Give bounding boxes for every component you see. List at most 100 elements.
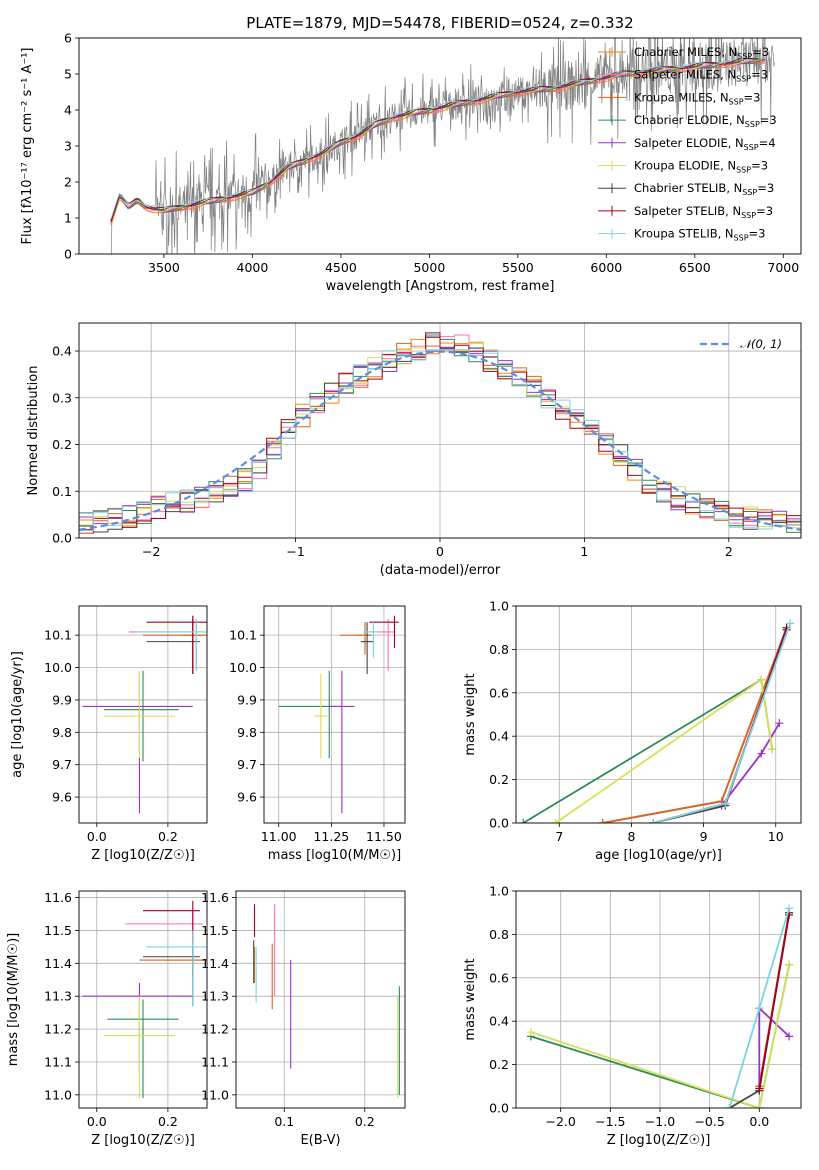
x-tick-label: −1 <box>286 544 304 559</box>
y-tick-label: 6 <box>64 31 72 46</box>
y-tick-label: 10.0 <box>229 660 257 675</box>
y-tick-label: 0.8 <box>489 927 509 942</box>
y-tick-label: 0.3 <box>52 390 72 405</box>
panel-age_vs_Z: 0.0 0.2 9.6 9.7 9.8 9.9 10.0 10.1 Z [log10(Z/Z☉)… <box>10 605 208 863</box>
x-tick-label: 6500 <box>679 260 711 275</box>
x-tick-label: 11.25 <box>313 829 349 844</box>
legend-entry: Salpeter MILES, NSSP=3 <box>634 68 768 84</box>
legend-entry: Kroupa ELODIE, NSSP=3 <box>634 159 768 175</box>
plot-area-spectrum <box>110 38 775 254</box>
series-point <box>649 819 658 823</box>
legend-entry: Salpeter ELODIE, NSSP=4 <box>634 136 776 152</box>
plot-area-age_vs_mass <box>264 606 405 823</box>
spectrum-model-line <box>110 57 766 220</box>
x-axis-label: wavelength [Angstrom, rest frame] <box>326 279 555 294</box>
y-tick-label: 0.6 <box>489 685 509 700</box>
y-tick-label: 9.6 <box>237 790 257 805</box>
spectrum-legend: Chabrier MILES, NSSP=3 Salpeter MILES, NS… <box>598 45 777 243</box>
x-tick-label: 8 <box>627 829 635 844</box>
y-tick-label: 9.8 <box>52 725 72 740</box>
x-axis-label: (data-model)/error <box>380 563 501 578</box>
series-line <box>530 964 790 1108</box>
y-tick-label: 0.2 <box>489 772 509 787</box>
y-tick-label: 9.8 <box>237 725 257 740</box>
y-tick-label: 11.0 <box>201 1087 229 1102</box>
x-tick-label: −1.0 <box>645 1114 675 1129</box>
series-point <box>785 960 794 969</box>
y-tick-label: 4 <box>64 103 72 118</box>
x-tick-label: −0.5 <box>694 1114 724 1129</box>
axes-frame <box>78 605 208 824</box>
y-tick-label: 0 <box>64 247 72 262</box>
panel-age_vs_mass: 11.00 11.25 11.50 9.6 9.7 9.8 9.9 10.0 10.1 mass … <box>229 605 406 863</box>
plot-area-mass_vs_Z <box>79 891 207 1108</box>
legend-entry: Kroupa STELIB, NSSP=3 <box>634 227 765 243</box>
y-tick-label: 3 <box>64 139 72 154</box>
x-tick-label: 0 <box>436 544 444 559</box>
y-tick-label: 11.0 <box>44 1087 72 1102</box>
x-tick-label: 0.1 <box>274 1114 294 1129</box>
panel-residuals: −2 −1 0 1 2 0.0 0.1 0.2 0.3 0.4 (data-model)/error… <box>26 322 802 578</box>
series-line <box>652 623 792 823</box>
x-tick-label: 1 <box>580 544 588 559</box>
normal-curve <box>79 350 801 531</box>
y-tick-label: 11.5 <box>201 923 229 938</box>
x-tick-label: 5000 <box>413 260 445 275</box>
y-axis-label: mass weight <box>463 673 478 755</box>
x-tick-label: 4000 <box>237 260 269 275</box>
x-tick-label: 7000 <box>767 260 799 275</box>
x-axis-label: Z [log10(Z/Z☉)] <box>607 1133 711 1148</box>
panel-massweight_vs_Z: −2.0 −1.5 −1.0 −0.5 0.0 0.0 0.2 0.4 0.6 0.8 1.0 Z [… <box>463 884 802 1148</box>
x-tick-label: 6000 <box>590 260 622 275</box>
axes-frame <box>235 890 406 1109</box>
axes-frame <box>78 322 802 539</box>
x-axis-label: Z [log10(Z/Z☉)] <box>91 848 195 863</box>
x-tick-label: 0.2 <box>158 829 178 844</box>
axes-frame <box>263 605 406 824</box>
y-tick-label: 0.4 <box>489 1014 509 1029</box>
axes-frame <box>78 37 802 255</box>
x-tick-label: 0.0 <box>87 829 107 844</box>
series-point <box>785 1032 794 1041</box>
y-tick-label: 10.1 <box>44 628 72 643</box>
x-tick-label: 0.2 <box>355 1114 375 1129</box>
series-point <box>755 1084 764 1093</box>
x-tick-label: 7 <box>555 829 563 844</box>
series-point <box>551 819 560 823</box>
spectrum-model-line <box>110 57 765 223</box>
series-point <box>785 904 794 913</box>
series-point <box>775 719 784 728</box>
series-point <box>757 749 766 758</box>
series-point <box>721 799 730 808</box>
y-tick-label: 11.4 <box>201 956 229 971</box>
legend-entry: Salpeter STELIB, NSSP=3 <box>634 204 773 220</box>
series-point <box>519 819 528 823</box>
legend-entry: Chabrier ELODIE, NSSP=3 <box>634 113 777 129</box>
x-tick-label: −2 <box>142 544 160 559</box>
y-tick-label: 1 <box>64 211 72 226</box>
axes-frame <box>78 890 208 1109</box>
axes-frame <box>515 890 802 1109</box>
y-tick-label: 11.3 <box>44 989 72 1004</box>
y-axis-label: mass weight <box>463 958 478 1040</box>
plot-area-mass_vs_ebv <box>236 891 405 1108</box>
y-axis-label: age [log10(age/yr)] <box>10 651 25 778</box>
y-tick-label: 0.4 <box>52 344 72 359</box>
x-tick-label: 10 <box>768 829 784 844</box>
series-point <box>755 1104 764 1108</box>
x-tick-label: 4500 <box>325 260 357 275</box>
x-tick-label: 11.50 <box>366 829 402 844</box>
y-tick-label: 1.0 <box>489 884 509 899</box>
x-axis-label: Z [log10(Z/Z☉)] <box>91 1133 195 1148</box>
x-tick-label: −1.5 <box>595 1114 625 1129</box>
figure-title: PLATE=1879, MJD=54478, FIBERID=0524, z=0… <box>246 14 633 32</box>
x-tick-label: 0.0 <box>87 1114 107 1129</box>
y-axis-label: mass [log10(M/M☉)] <box>6 933 21 1066</box>
x-axis-label: mass [log10(M/M☉)] <box>268 848 401 863</box>
y-tick-label: 0.0 <box>52 531 72 546</box>
x-tick-label: 2 <box>725 544 733 559</box>
plot-area-massweight_vs_age <box>516 606 801 823</box>
y-tick-label: 11.2 <box>201 1022 229 1037</box>
y-tick-label: 9.7 <box>52 757 72 772</box>
y-tick-label: 9.6 <box>52 790 72 805</box>
